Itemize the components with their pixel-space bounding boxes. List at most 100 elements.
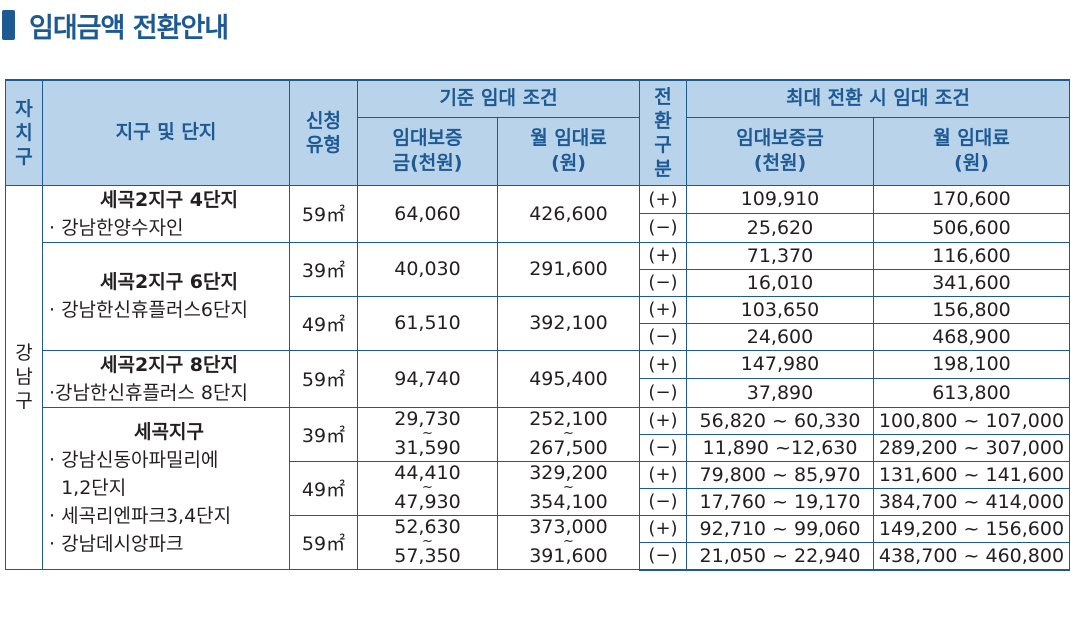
complex-cell: 세곡지구 · 강남신동아파밀리에 1,2단지 · 세곡리엔파크3,4단지 · 강남데시… xyxy=(42,406,290,570)
complex-item: · 강남데시앙파크 xyxy=(49,533,184,556)
max-deposit-cell: 79,800 ~ 85,970 xyxy=(686,460,874,489)
max-rent-cell: 384,700 ~ 414,000 xyxy=(873,487,1070,516)
table-row: (−) 25,620 506,600 xyxy=(6,213,1070,243)
complex-item: ·강남한신휴플러스 8단지 xyxy=(49,381,248,404)
max-deposit-cell: 37,890 xyxy=(686,378,874,408)
range-tilde: ~ xyxy=(563,426,574,441)
max-deposit-cell: 17,760 ~ 19,170 xyxy=(686,487,874,516)
range-from: 52,630 xyxy=(394,516,461,539)
area-cell: 59㎡ xyxy=(289,184,358,243)
district-cell: 강 남 구 xyxy=(5,184,43,570)
header-conversion: 전 환 구 분 xyxy=(639,79,687,186)
area-cell: 59㎡ xyxy=(289,514,358,570)
header-district: 자 치 구 xyxy=(5,79,43,186)
conversion-sign-cell: (−) xyxy=(639,487,687,516)
max-rent-cell: 156,800 xyxy=(873,295,1070,324)
max-rent-cell: 198,100 xyxy=(873,349,1070,379)
header-type: 신청 유형 xyxy=(289,79,358,186)
base-rent-cell: 252,100 ~267,500 xyxy=(497,406,640,462)
base-deposit-cell: 61,510 xyxy=(357,295,498,351)
conversion-sign-cell: (+) xyxy=(639,406,687,435)
range-from: 329,200 xyxy=(529,462,608,484)
conversion-sign-cell: (−) xyxy=(639,322,687,351)
max-rent-cell: 438,700 ~ 460,800 xyxy=(873,541,1070,571)
base-rent-cell: 291,600 xyxy=(497,241,640,297)
conversion-sign-cell: (+) xyxy=(639,295,687,324)
max-rent-cell: 116,600 xyxy=(873,241,1070,270)
base-rent-cell: 373,000 ~391,600 xyxy=(497,514,640,570)
header-complex: 지구 및 단지 xyxy=(42,79,290,186)
range-to: 31,590 xyxy=(394,437,461,459)
table-row: (−) 11,890 ~12,630 289,200 ~ 307,000 xyxy=(6,433,1070,462)
rent-conversion-table: 자 치 구 지구 및 단지 신청 유형 기준 임대 조건 전 환 구 분 최대 … xyxy=(5,79,1070,571)
complex-cell: 세곡2지구 4단지 · 강남한양수자인 xyxy=(42,184,290,243)
header-max-rent: 월 임대료 (원) xyxy=(873,116,1070,186)
base-deposit-cell: 94,740 xyxy=(357,349,498,408)
complex-item: · 세곡리엔파크3,4단지 xyxy=(49,505,232,528)
header-base-deposit: 임대보증 금(천원) xyxy=(357,116,498,186)
conversion-sign-cell: (−) xyxy=(639,541,687,571)
range-to: 57,350 xyxy=(394,545,461,568)
base-rent-cell: 495,400 xyxy=(497,349,640,408)
conversion-sign-cell: (−) xyxy=(639,433,687,462)
table-row: 59㎡ 52,630 ~57,350 373,000 ~391,600 (+) 92,710… xyxy=(6,514,1070,570)
max-rent-cell: 468,900 xyxy=(873,322,1070,351)
complex-item: · 강남한양수자인 xyxy=(49,216,184,239)
range-to: 267,500 xyxy=(529,437,608,459)
max-deposit-cell: 71,370 xyxy=(686,241,874,270)
table-row: (−) 24,600 468,900 xyxy=(6,322,1070,351)
complex-name: 세곡지구 xyxy=(134,421,204,444)
base-deposit-cell: 44,410 ~47,930 xyxy=(357,460,498,516)
table-row: (−) 37,890 613,800 xyxy=(6,378,1070,408)
complex-name: 세곡2지구 4단지 xyxy=(100,188,238,211)
header-base-rent: 월 임대료 (원) xyxy=(497,116,640,186)
max-deposit-cell: 16,010 xyxy=(686,268,874,297)
table-body: 강 남 구 세곡2지구 4단지 · 강남한양수자인 59㎡ 64,060 426,600(… xyxy=(5,184,1070,571)
max-rent-cell: 149,200 ~ 156,600 xyxy=(873,514,1070,543)
max-deposit-cell: 109,910 xyxy=(686,184,874,214)
base-deposit-cell: 40,030 xyxy=(357,241,498,297)
table-row: (−) 17,760 ~ 19,170 384,700 ~ 414,000 xyxy=(6,487,1070,516)
table-row: 49㎡ 61,510 392,100 (+) 103,650 156,800 xyxy=(6,295,1070,351)
page-title: 임대금액 전환안내 xyxy=(0,4,229,46)
max-deposit-cell: 11,890 ~12,630 xyxy=(686,433,874,462)
table-row: (−) 16,010 341,600 xyxy=(6,268,1070,297)
complex-cell: 세곡2지구 8단지 ·강남한신휴플러스 8단지 xyxy=(42,349,290,408)
max-rent-cell: 341,600 xyxy=(873,268,1070,297)
area-cell: 39㎡ xyxy=(289,241,358,297)
table-row: 49㎡ 44,410 ~47,930 329,200 ~354,100 (+) 79,800… xyxy=(6,460,1070,516)
table-row: 세곡지구 · 강남신동아파밀리에 1,2단지 · 세곡리엔파크3,4단지 · 강남데시… xyxy=(6,406,1070,570)
complex-name: 세곡2지구 8단지 xyxy=(100,353,238,376)
max-rent-cell: 506,600 xyxy=(873,213,1070,243)
header-max-deposit: 임대보증금 (천원) xyxy=(686,116,874,186)
area-cell: 49㎡ xyxy=(289,295,358,351)
base-deposit-cell: 64,060 xyxy=(357,184,498,243)
table-row: 강 남 구 세곡2지구 4단지 · 강남한양수자인 59㎡ 64,060 426,600(… xyxy=(5,184,1070,570)
area-cell: 39㎡ xyxy=(289,406,358,462)
area-cell: 59㎡ xyxy=(289,349,358,408)
base-rent-cell: 426,600 xyxy=(497,184,640,243)
header-max-group: 최대 전환 시 임대 조건 xyxy=(686,79,1070,118)
conversion-sign-cell: (+) xyxy=(639,460,687,489)
range-from: 29,730 xyxy=(394,408,461,430)
base-deposit-cell: 52,630 ~57,350 xyxy=(357,514,498,570)
max-deposit-cell: 147,980 xyxy=(686,349,874,379)
conversion-sign-cell: (+) xyxy=(639,349,687,379)
table-row: 세곡2지구 6단지 · 강남한신휴플러스6단지 39㎡ 40,030 291,600 (+… xyxy=(6,241,1070,351)
complex-item: · 강남신동아파밀리에 1,2단지 xyxy=(49,449,219,500)
header-base-group: 기준 임대 조건 xyxy=(357,79,640,118)
page-title-text: 임대금액 전환안내 xyxy=(29,12,229,44)
max-deposit-cell: 24,600 xyxy=(686,322,874,351)
max-rent-cell: 100,800 ~ 107,000 xyxy=(873,406,1070,435)
base-deposit-cell: 29,730 ~31,590 xyxy=(357,406,498,462)
complex-item: · 강남한신휴플러스6단지 xyxy=(49,299,248,321)
area-cell: 49㎡ xyxy=(289,460,358,516)
max-deposit-cell: 56,820 ~ 60,330 xyxy=(686,406,874,435)
range-tilde: ~ xyxy=(422,480,433,495)
range-from: 252,100 xyxy=(529,408,608,430)
max-rent-cell: 289,200 ~ 307,000 xyxy=(873,433,1070,462)
range-tilde: ~ xyxy=(563,534,574,550)
range-tilde: ~ xyxy=(422,426,433,441)
table-row: 세곡2지구 8단지 ·강남한신휴플러스 8단지 59㎡ 94,740 495,400 (+… xyxy=(6,349,1070,408)
conversion-sign-cell: (+) xyxy=(639,184,687,214)
